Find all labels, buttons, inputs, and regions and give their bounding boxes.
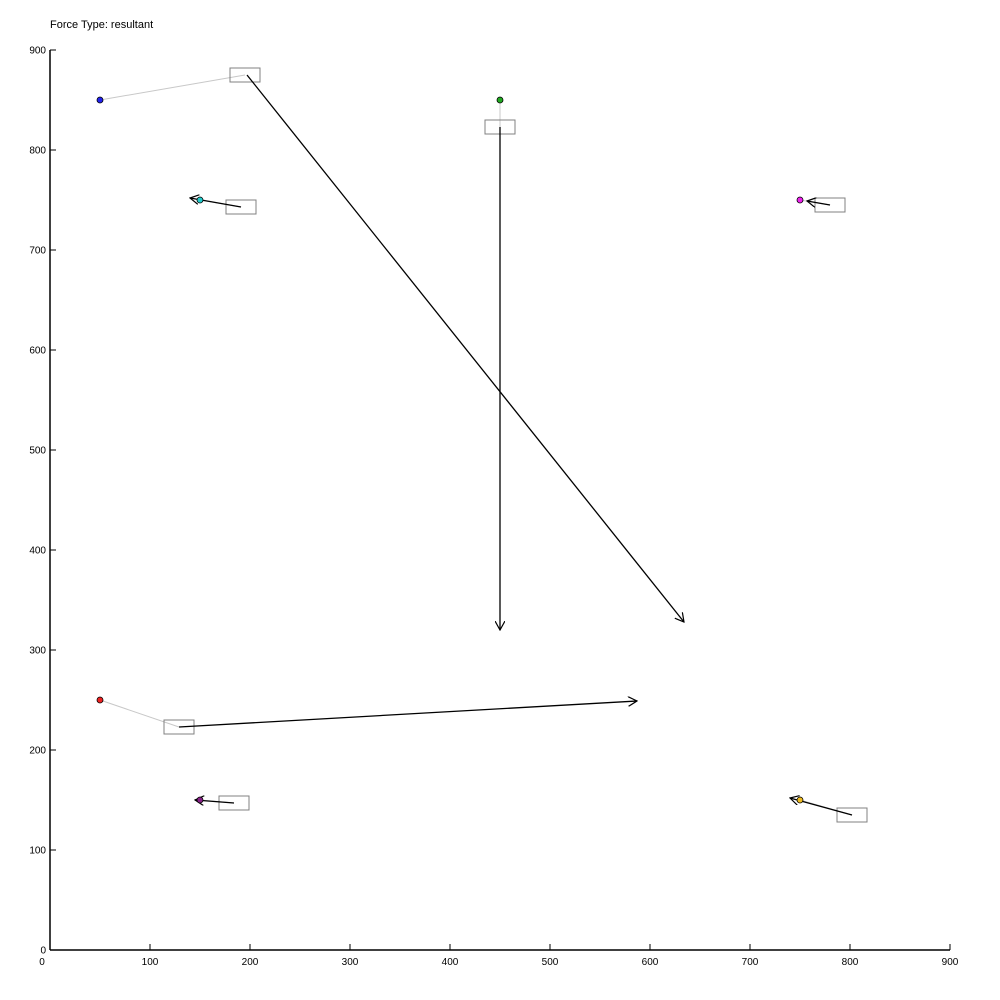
- x-tick-label: 700: [742, 957, 759, 968]
- x-tick-label: 400: [442, 957, 459, 968]
- y-tick-label: 700: [29, 246, 46, 257]
- particle-point: [796, 796, 804, 804]
- y-tick-label: 200: [29, 746, 46, 757]
- particle-point: [196, 796, 204, 804]
- force-arrow: [178, 701, 637, 728]
- y-tick-label: 900: [29, 46, 46, 57]
- label-links: [99, 74, 853, 816]
- x-tick-label: 100: [142, 957, 159, 968]
- x-tick-label: 800: [842, 957, 859, 968]
- label-box: [836, 807, 868, 823]
- y-tick-label: 800: [29, 146, 46, 157]
- y-tick-label: 400: [29, 546, 46, 557]
- axes: 0 100 200 300 400 500 600 700 800 900 0 100 200 300 40…: [29, 46, 958, 969]
- x-tick-label: 600: [642, 957, 659, 968]
- label-box: [218, 795, 250, 811]
- y-tick-label: 0: [40, 946, 46, 957]
- y-tick-label: 500: [29, 446, 46, 457]
- x-tick-label: 300: [342, 957, 359, 968]
- particle-point: [96, 96, 104, 104]
- force-arrow: [807, 201, 831, 205]
- label-link: [99, 699, 180, 728]
- y-tick-label: 100: [29, 846, 46, 857]
- force-arrow: [246, 74, 684, 622]
- label-box: [163, 719, 195, 735]
- chart-title: Force Type: resultant: [50, 19, 154, 31]
- force-vectors: [178, 74, 853, 816]
- x-tick-label: 900: [942, 957, 959, 968]
- label-boxes: [163, 67, 868, 823]
- particles: [96, 96, 804, 804]
- x-tick-label: 500: [542, 957, 559, 968]
- x-tick-label: 0: [39, 957, 45, 968]
- particle-point: [96, 696, 104, 704]
- particle-point: [496, 96, 504, 104]
- y-tick-label: 600: [29, 346, 46, 357]
- particle-point: [796, 196, 804, 204]
- x-tick-label: 200: [242, 957, 259, 968]
- label-link: [99, 74, 246, 101]
- particle-point: [196, 196, 204, 204]
- label-box: [229, 67, 261, 83]
- y-tick-label: 300: [29, 646, 46, 657]
- label-box: [225, 199, 257, 215]
